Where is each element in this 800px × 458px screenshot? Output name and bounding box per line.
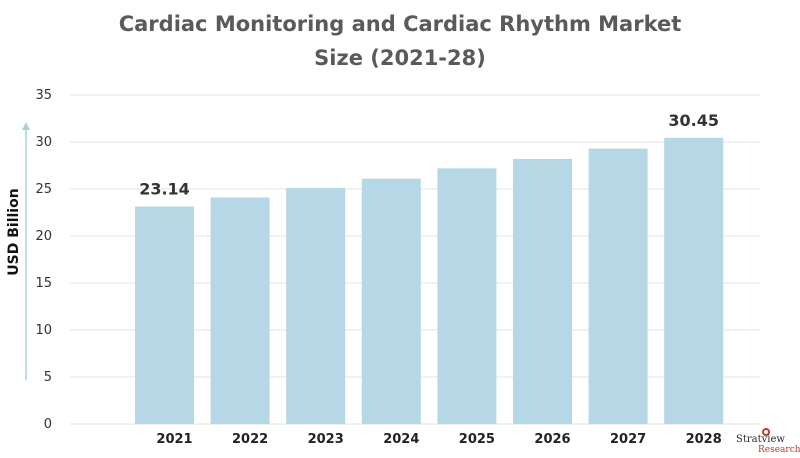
bar-2026 bbox=[513, 158, 572, 425]
x-tick-label: 2026 bbox=[534, 432, 570, 447]
y-tick-label: 30 bbox=[35, 135, 52, 150]
bar-2023 bbox=[286, 188, 346, 424]
bar-2025 bbox=[437, 168, 497, 424]
y-tick-label: 5 bbox=[44, 370, 52, 385]
bar-2021 bbox=[135, 206, 194, 424]
bars bbox=[135, 137, 724, 425]
chart-title-line-1: Cardiac Monitoring and Cardiac Rhythm Ma… bbox=[118, 12, 682, 36]
logo-mark-icon bbox=[762, 428, 770, 436]
logo-name: Stratview bbox=[736, 434, 785, 445]
stratview-logo: Stratview Research bbox=[736, 428, 800, 456]
bar-2024 bbox=[361, 178, 421, 424]
data-label: 30.45 bbox=[668, 111, 719, 130]
bar-2022 bbox=[210, 197, 270, 424]
x-tick-label: 2021 bbox=[156, 432, 192, 447]
x-tick-label: 2022 bbox=[232, 432, 268, 447]
x-tick-label: 2027 bbox=[610, 432, 646, 447]
y-tick-labels: 0 5 10 15 20 25 30 35 bbox=[35, 88, 52, 432]
x-tick-label: 2024 bbox=[383, 432, 419, 447]
data-labels: 23.14 30.45 bbox=[139, 111, 719, 199]
category-labels: 2021 2022 2023 2024 2025 2026 2027 2028 bbox=[156, 432, 721, 447]
y-tick-label: 20 bbox=[35, 229, 52, 244]
y-tick-label: 25 bbox=[35, 182, 52, 197]
y-axis-label: USD Billion bbox=[6, 188, 22, 275]
y-tick-label: 15 bbox=[35, 276, 52, 291]
y-tick-label: 35 bbox=[35, 88, 52, 103]
x-tick-label: 2028 bbox=[686, 432, 722, 447]
logo-sub: Research bbox=[758, 445, 800, 455]
y-axis-arrow-head bbox=[22, 122, 30, 130]
y-tick-label: 0 bbox=[44, 417, 52, 432]
chart-title-line-2: Size (2021-28) bbox=[314, 46, 486, 70]
y-tick-label: 10 bbox=[35, 323, 52, 338]
bar-2028 bbox=[664, 137, 724, 424]
data-label: 23.14 bbox=[139, 179, 190, 198]
bar-2027 bbox=[588, 148, 648, 424]
x-tick-label: 2025 bbox=[459, 432, 495, 447]
x-tick-label: 2023 bbox=[308, 432, 344, 447]
